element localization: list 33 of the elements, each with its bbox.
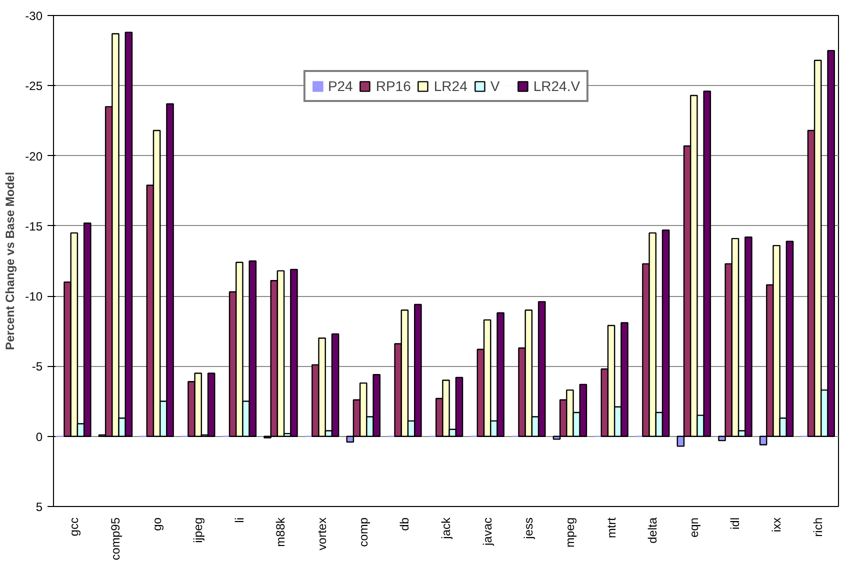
x-tick-label: mtrt bbox=[604, 516, 618, 538]
y-tick-label: -5 bbox=[32, 360, 43, 374]
x-tick-label: comp95 bbox=[108, 517, 122, 560]
x-tick-label: mpeg bbox=[562, 517, 577, 548]
legend-label: P24 bbox=[328, 78, 353, 94]
y-tick-label: -20 bbox=[25, 149, 43, 164]
x-tick-label: db bbox=[398, 517, 412, 531]
legend-label: LR24.V bbox=[533, 78, 580, 94]
y-tick-label: 0 bbox=[36, 430, 43, 444]
x-tick-label: jess bbox=[522, 517, 536, 540]
x-tick-label: ijpeg bbox=[191, 517, 206, 543]
y-tick-label: -10 bbox=[25, 290, 43, 304]
y-tick-label: -30 bbox=[25, 9, 43, 23]
x-tick-label: delta bbox=[646, 517, 660, 544]
legend-label: LR24 bbox=[434, 78, 468, 94]
legend-label: V bbox=[490, 78, 501, 94]
y-tick-label: 5 bbox=[36, 500, 43, 514]
y-tick-label: -25 bbox=[25, 79, 43, 94]
legend-label: RP16 bbox=[376, 78, 411, 94]
x-tick-label: eqn bbox=[686, 517, 701, 538]
x-tick-label: gcc bbox=[67, 517, 82, 536]
x-tick-label: li bbox=[232, 517, 246, 523]
x-tick-label: vortex bbox=[315, 517, 330, 550]
y-tick-label: -15 bbox=[25, 219, 43, 234]
y-axis-title: Percent Change vs Base Model bbox=[3, 172, 18, 350]
x-tick-label: comp bbox=[356, 517, 370, 547]
x-tick-label: m88k bbox=[274, 516, 288, 547]
x-tick-label: javac bbox=[480, 518, 494, 547]
x-tick-label: ixx bbox=[770, 517, 784, 532]
x-tick-label: rich bbox=[810, 517, 825, 537]
x-tick-label: jack bbox=[439, 516, 453, 540]
x-tick-label: idl bbox=[728, 517, 742, 530]
x-tick-label: go bbox=[150, 517, 164, 531]
